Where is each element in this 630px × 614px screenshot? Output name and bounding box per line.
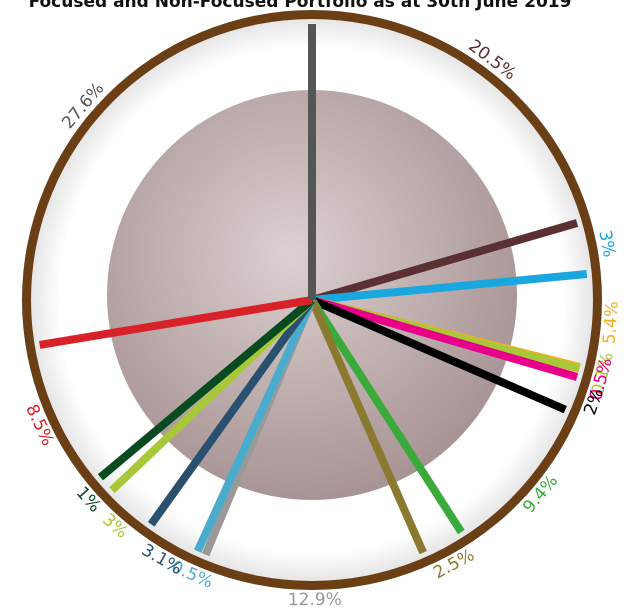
slices: 20.5%3%5.4%0.1%0.5%2%9.4%2.5%12.9%0.5%3.… <box>21 24 623 611</box>
slice-divider <box>310 219 579 304</box>
value-label: 12.9% <box>288 590 342 611</box>
slice-divider <box>193 298 316 553</box>
slice-divider <box>310 296 579 381</box>
chart-title: Focused and Non-Focused Portfolio as at … <box>29 0 572 12</box>
slice-divider <box>147 297 316 527</box>
value-label: 5.4% <box>600 300 623 345</box>
slice-divider <box>308 298 427 555</box>
slice-divider <box>308 297 465 535</box>
slice-divider <box>311 270 588 304</box>
slice-divider <box>39 296 313 349</box>
slice-divider <box>97 296 315 481</box>
slice-divider <box>310 296 567 414</box>
value-label: 3% <box>594 229 619 259</box>
